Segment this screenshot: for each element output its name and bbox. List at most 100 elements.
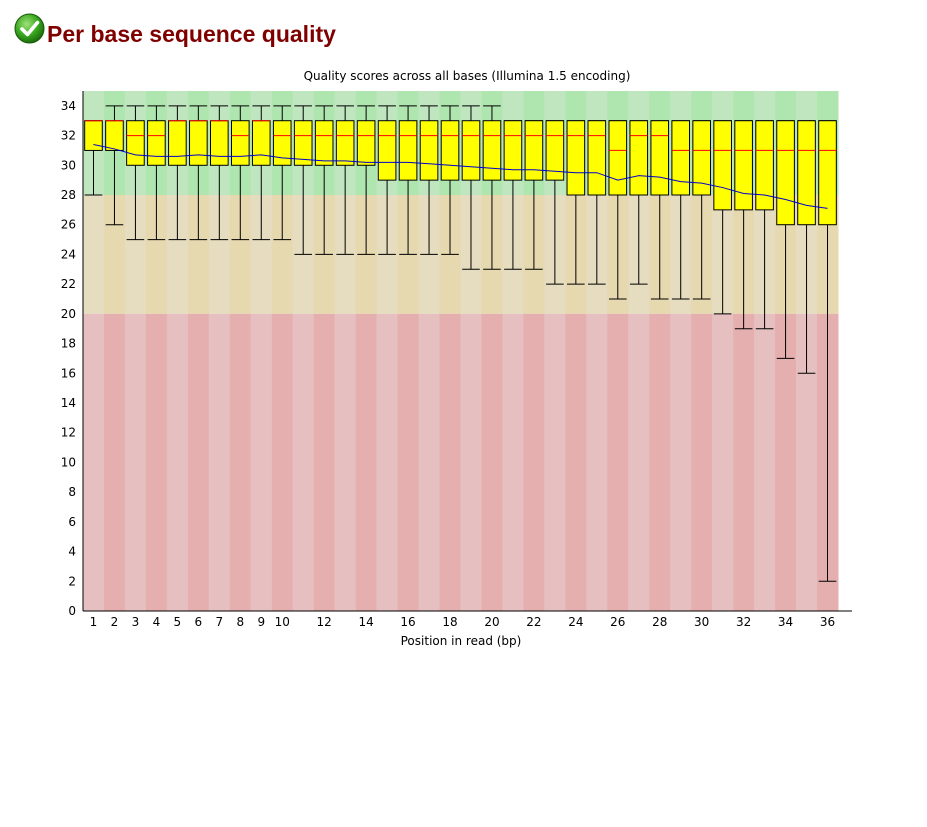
box-24 bbox=[566, 120, 586, 196]
y-tick-34: 34 bbox=[61, 99, 76, 113]
x-tick-12: 12 bbox=[317, 615, 332, 629]
chart-title: Quality scores across all bases (Illumin… bbox=[304, 69, 631, 83]
band-poor-26 bbox=[607, 313, 629, 611]
x-axis-ticks: 1 2 3 4 5 6 7 8 9 10 12 14 16 18 20 22 24 26 28 30 32 34 36 bbox=[90, 615, 835, 629]
x-tick-1: 1 bbox=[90, 615, 98, 629]
band-poor-9 bbox=[250, 313, 273, 611]
x-tick-10: 10 bbox=[275, 615, 290, 629]
x-tick-14: 14 bbox=[358, 615, 373, 629]
pass-check-icon bbox=[14, 13, 45, 44]
band-poor-20 bbox=[481, 313, 503, 611]
box-26 bbox=[608, 120, 628, 196]
box-2 bbox=[105, 120, 124, 151]
box-28 bbox=[650, 120, 670, 196]
x-tick-7: 7 bbox=[215, 615, 223, 629]
box-31 bbox=[713, 120, 732, 211]
band-poor-10 bbox=[271, 313, 294, 611]
band-poor-19 bbox=[460, 313, 482, 611]
band-warning-1 bbox=[83, 195, 105, 314]
x-tick-9: 9 bbox=[257, 615, 265, 629]
y-tick-20: 20 bbox=[61, 307, 76, 321]
x-tick-24: 24 bbox=[568, 615, 583, 629]
y-tick-30: 30 bbox=[61, 158, 76, 172]
x-tick-2: 2 bbox=[111, 615, 119, 629]
x-tick-8: 8 bbox=[236, 615, 244, 629]
box-8 bbox=[230, 120, 250, 166]
band-poor-17 bbox=[418, 313, 441, 611]
band-poor-13 bbox=[334, 313, 357, 611]
x-tick-18: 18 bbox=[442, 615, 457, 629]
box-4 bbox=[147, 120, 166, 166]
y-tick-16: 16 bbox=[61, 366, 76, 380]
box-9 bbox=[251, 120, 271, 166]
module-title: Per base sequence quality bbox=[47, 21, 336, 47]
band-poor-2 bbox=[103, 313, 126, 611]
box-36 bbox=[818, 120, 837, 226]
box-3 bbox=[126, 120, 145, 166]
x-tick-34: 34 bbox=[778, 615, 793, 629]
y-tick-26: 26 bbox=[61, 218, 76, 232]
y-tick-6: 6 bbox=[68, 515, 76, 529]
box-33 bbox=[755, 120, 774, 211]
y-tick-22: 22 bbox=[61, 277, 76, 291]
axes bbox=[82, 91, 852, 612]
mean-line bbox=[93, 143, 828, 209]
y-tick-12: 12 bbox=[61, 426, 76, 440]
band-poor-12 bbox=[313, 313, 336, 611]
band-poor-30 bbox=[691, 313, 713, 611]
y-tick-8: 8 bbox=[68, 485, 76, 499]
box-32 bbox=[734, 120, 753, 211]
band-poor-1 bbox=[83, 313, 105, 611]
x-axis-label: Position in read (bp) bbox=[401, 634, 522, 648]
band-poor-6 bbox=[187, 313, 210, 611]
band-warning-5 bbox=[166, 195, 189, 314]
x-tick-36: 36 bbox=[820, 615, 835, 629]
box-17 bbox=[419, 120, 439, 181]
box-27 bbox=[629, 120, 649, 196]
box-5 bbox=[168, 120, 187, 166]
box-29 bbox=[671, 120, 691, 196]
band-warning-9 bbox=[250, 195, 273, 314]
band-poor-4 bbox=[145, 313, 168, 611]
x-tick-26: 26 bbox=[610, 615, 625, 629]
box-30 bbox=[692, 120, 711, 196]
box-21 bbox=[503, 120, 523, 181]
band-poor-34 bbox=[775, 313, 797, 611]
band-poor-5 bbox=[166, 313, 189, 611]
band-warning-7 bbox=[208, 195, 231, 314]
box-12 bbox=[314, 120, 334, 166]
y-tick-10: 10 bbox=[61, 455, 76, 469]
x-tick-3: 3 bbox=[132, 615, 140, 629]
x-tick-16: 16 bbox=[400, 615, 415, 629]
y-tick-2: 2 bbox=[68, 574, 76, 588]
box-16 bbox=[398, 120, 418, 181]
box-13 bbox=[335, 120, 355, 166]
band-poor-29 bbox=[670, 313, 692, 611]
y-tick-24: 24 bbox=[61, 247, 76, 261]
band-poor-15 bbox=[376, 313, 399, 611]
box-19 bbox=[461, 120, 481, 181]
band-poor-16 bbox=[397, 313, 420, 611]
band-poor-11 bbox=[292, 313, 315, 611]
x-tick-4: 4 bbox=[153, 615, 161, 629]
band-poor-24 bbox=[565, 313, 587, 611]
band-poor-22 bbox=[523, 313, 545, 611]
band-poor-8 bbox=[229, 313, 252, 611]
box-20 bbox=[482, 120, 502, 181]
band-poor-32 bbox=[733, 313, 755, 611]
mean-series bbox=[93, 143, 828, 209]
module-header: Per base sequence quality bbox=[14, 13, 336, 53]
box-35 bbox=[797, 120, 816, 226]
y-tick-28: 28 bbox=[61, 188, 76, 202]
x-tick-22: 22 bbox=[526, 615, 541, 629]
band-warning-4 bbox=[145, 195, 168, 314]
band-warning-8 bbox=[229, 195, 252, 314]
box-22 bbox=[524, 120, 544, 181]
x-tick-32: 32 bbox=[736, 615, 751, 629]
box-6 bbox=[189, 120, 208, 166]
band-warning-6 bbox=[187, 195, 210, 314]
x-tick-5: 5 bbox=[174, 615, 182, 629]
x-tick-28: 28 bbox=[652, 615, 667, 629]
x-tick-30: 30 bbox=[694, 615, 709, 629]
